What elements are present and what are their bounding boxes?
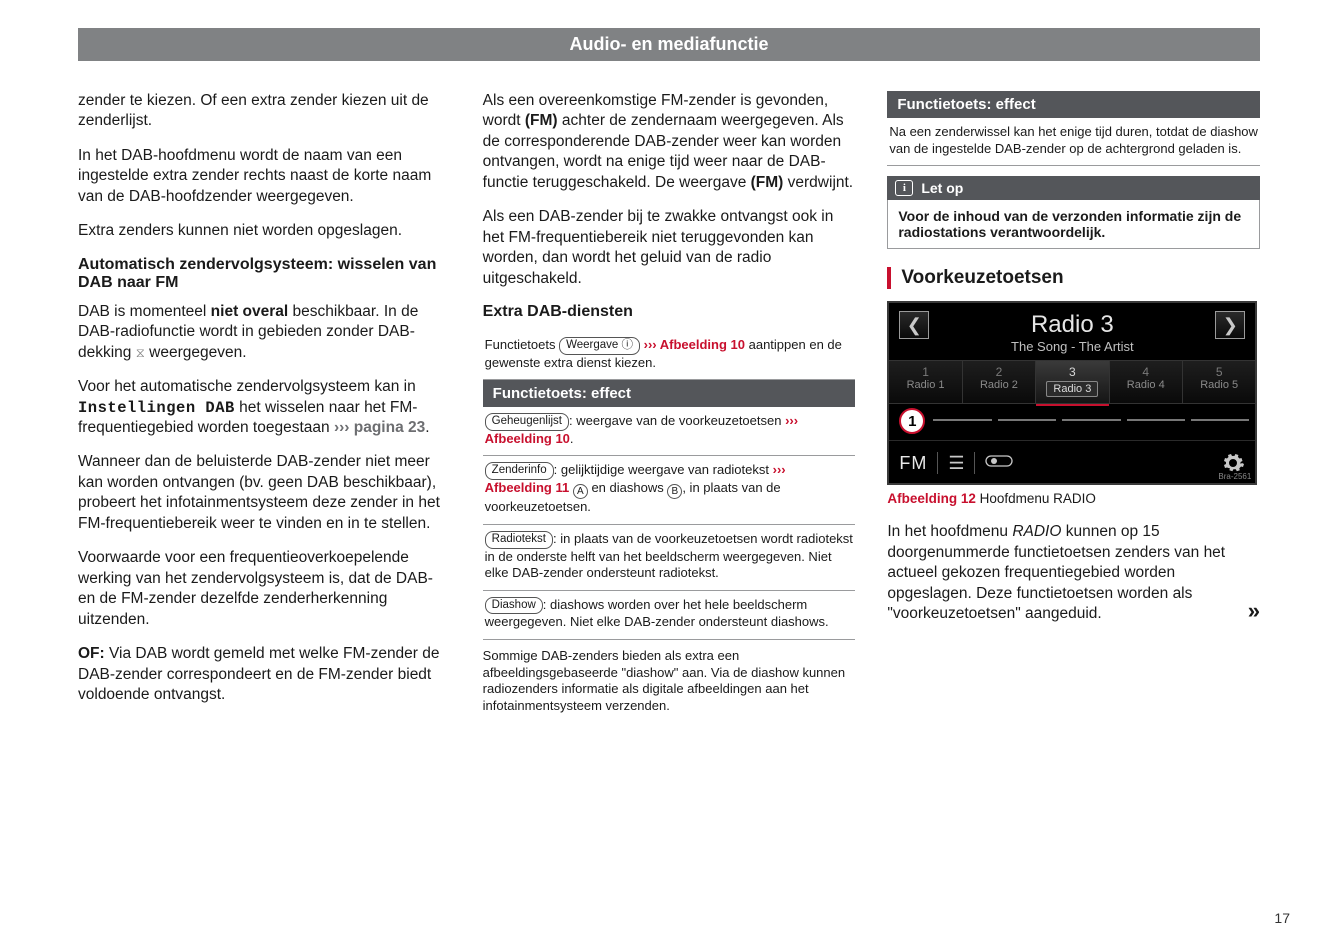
column-1: zender te kiezen. Of een extra zender ki… [78, 91, 451, 719]
table-row: Na een zenderwissel kan het enige tijd d… [887, 118, 1260, 166]
text: Sommige DAB-zenders bieden als extra een… [483, 648, 856, 715]
cross-ref: ››› pagina 23 [334, 419, 425, 436]
cross-ref: ››› Afbeelding 10 [644, 337, 745, 352]
text: verdwijnt. [783, 174, 853, 191]
paragraph: Voor het automatische zendervolgsysteem … [78, 377, 451, 438]
instruction-row: Functietoets Weergave ⓘ ››› Afbeelding 1… [483, 331, 856, 380]
prev-station-button[interactable]: ❮ [899, 311, 929, 339]
text: Voor het automatische zendervolgsysteem … [78, 378, 416, 395]
text: . [425, 419, 429, 436]
text-bold: (FM) [525, 112, 558, 129]
paragraph: Voorwaarde voor een frequentieoverkoepel… [78, 548, 451, 630]
text: DAB is momenteel [78, 303, 211, 320]
table-row: Radiotekst: in plaats van de voorkeuzeto… [483, 525, 856, 591]
table-row: Geheugenlijst: weergave van de voorkeuze… [483, 407, 856, 456]
text: : weergave van de voorkeuzetoetsen [569, 413, 785, 428]
next-station-button[interactable]: ❯ [1215, 311, 1245, 339]
preset-button[interactable]: 2Radio 2 [963, 361, 1036, 403]
continue-icon: » [1248, 604, 1260, 617]
paragraph: zender te kiezen. Of een extra zender ki… [78, 91, 451, 132]
preset-button[interactable]: 5Radio 5 [1183, 361, 1255, 403]
softkey-label: Geheugenlijst [485, 413, 569, 431]
text: : gelijktijdige weergave van radiotekst [554, 462, 773, 477]
softkey-label: Diashow [485, 597, 543, 615]
text: In het hoofdmenu RADIO kunnen op 15 door… [887, 523, 1225, 622]
preset-row: 1Radio 12Radio 23Radio 34Radio 45Radio 5 [889, 360, 1255, 404]
paragraph-small: Sommige DAB-zenders bieden als extra een… [483, 640, 856, 715]
list-icon[interactable]: ☰ [948, 453, 964, 474]
callout-a: A [573, 484, 588, 499]
text-bold: OF: [78, 645, 105, 662]
callout-b: B [667, 484, 682, 499]
paragraph: Wanneer dan de beluisterde DAB-zender ni… [78, 452, 451, 534]
section-header: Audio- en mediafunctie [78, 28, 1260, 61]
softkey-label: Weergave ⓘ [559, 337, 640, 355]
subheading: Extra DAB-diensten [483, 303, 856, 321]
info-icon: i [895, 180, 913, 196]
text-bold: niet overal [211, 303, 289, 320]
figure-callout-1: 1 [899, 408, 925, 434]
text: Functietoets [485, 337, 559, 352]
station-title: Radio 3 [929, 311, 1215, 339]
paragraph: OF: Via DAB wordt gemeld met welke FM-ze… [78, 644, 451, 705]
content-columns: zender te kiezen. Of een extra zender ki… [78, 91, 1260, 719]
text-mono: Instellingen DAB [78, 399, 235, 417]
text-bold: (FM) [751, 174, 784, 191]
text: weergegeven. [145, 344, 247, 361]
figure-radio-menu: ❮ Radio 3 ❯ The Song - The Artist 1Radio… [887, 301, 1257, 485]
preset-button[interactable]: 4Radio 4 [1110, 361, 1183, 403]
paragraph: Extra zenders kunnen niet worden opgesla… [78, 221, 451, 241]
text: Via DAB wordt gemeld met welke FM-zender… [78, 645, 440, 703]
paragraph: In het DAB-hoofdmenu wordt de naam van e… [78, 146, 451, 207]
text: Na een zenderwissel kan het enige tijd d… [889, 124, 1258, 157]
preset-slot[interactable] [933, 411, 991, 421]
manual-tune-icon[interactable] [985, 453, 1013, 474]
preset-slot[interactable] [1127, 411, 1185, 421]
column-2: Als een overeenkomstige FM-zender is gev… [483, 91, 856, 719]
note-body: Voor de inhoud van de verzonden informat… [887, 200, 1260, 249]
preset-slot[interactable] [998, 411, 1056, 421]
figure-caption: Afbeelding 12 Hoofdmenu RADIO [887, 491, 1260, 506]
paragraph: Als een DAB-zender bij te zwakke ontvang… [483, 207, 856, 289]
paragraph: Als een overeenkomstige FM-zender is gev… [483, 91, 856, 193]
preset-button[interactable]: 3Radio 3 [1036, 361, 1109, 403]
paragraph: DAB is momenteel niet overal beschikbaar… [78, 302, 451, 363]
caption-text: Hoofdmenu RADIO [976, 491, 1096, 506]
text: en diashows [588, 480, 668, 495]
figure-code: Bra-2561 [1218, 472, 1251, 481]
paragraph: In het hoofdmenu RADIO kunnen op 15 door… [887, 522, 1260, 624]
table-row: Diashow: diashows worden over het hele b… [483, 591, 856, 640]
text: . [570, 431, 574, 446]
table-row: Zenderinfo: gelijktijdige weergave van r… [483, 456, 856, 525]
station-subtitle: The Song - The Artist [889, 339, 1255, 354]
section-title: Voorkeuzetoetsen [887, 267, 1260, 289]
page-number: 17 [1274, 910, 1290, 926]
note-title: Let op [921, 180, 963, 196]
table-header: Functietoets: effect [887, 91, 1260, 118]
subheading: Automatisch zendervolgsysteem: wisselen … [78, 256, 451, 292]
no-signal-icon: ⧖ [136, 344, 145, 361]
caption-label: Afbeelding 12 [887, 491, 976, 506]
table-header: Functietoets: effect [483, 380, 856, 407]
note-header: i Let op [887, 176, 1260, 200]
column-3: Functietoets: effect Na een zenderwissel… [887, 91, 1260, 719]
preset-button[interactable]: 1Radio 1 [889, 361, 962, 403]
softkey-label: Radiotekst [485, 531, 553, 549]
preset-slot[interactable] [1191, 411, 1249, 421]
preset-slot[interactable] [1062, 411, 1120, 421]
softkey-label: Zenderinfo [485, 462, 554, 480]
band-label[interactable]: FM [899, 453, 927, 474]
